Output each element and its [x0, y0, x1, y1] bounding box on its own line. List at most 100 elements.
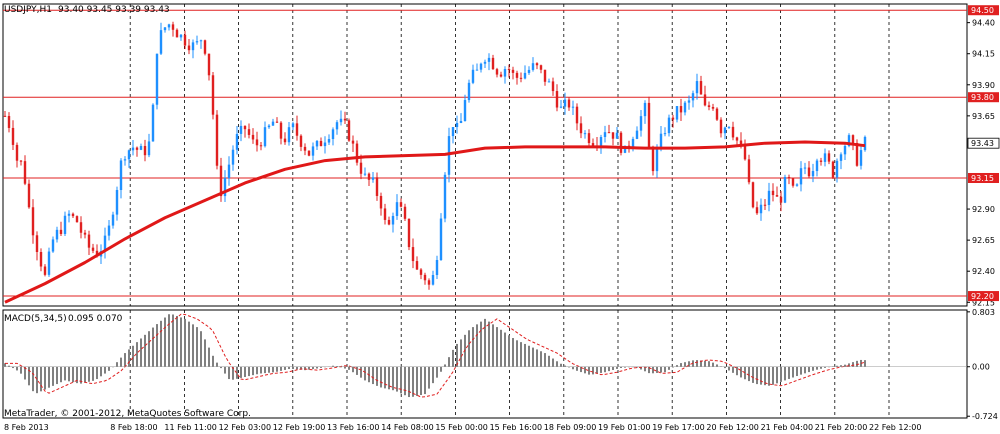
macd-bar	[440, 366, 442, 372]
macd-bar	[672, 366, 674, 368]
macd-bar	[568, 366, 570, 368]
macd-bar	[552, 358, 554, 367]
candle-body	[851, 135, 855, 143]
candle-body	[855, 142, 859, 166]
candle-body	[799, 168, 803, 185]
candle-body	[383, 208, 387, 220]
macd-bar	[116, 362, 118, 367]
macd-bar	[852, 362, 854, 367]
macd-histogram	[3, 313, 967, 398]
candle-body	[347, 120, 351, 141]
level-tag-label: 92.20	[971, 292, 994, 301]
candle-body	[703, 94, 707, 106]
macd-bar	[724, 366, 726, 369]
candle-body	[223, 178, 227, 197]
macd-bar	[764, 366, 766, 386]
level-tag-label: 93.80	[971, 93, 994, 102]
candle-body	[807, 167, 811, 177]
candle-body	[307, 150, 311, 156]
candle-body	[19, 160, 23, 162]
candle-body	[599, 137, 603, 146]
candle-body	[655, 149, 659, 172]
candle-body	[487, 57, 491, 62]
macd-bar	[528, 345, 530, 367]
macd-bar	[284, 366, 286, 370]
candle-body	[23, 161, 27, 184]
candle-body	[723, 127, 727, 134]
ma-line	[4, 140, 866, 304]
candle-body	[315, 140, 319, 147]
macd-bar	[448, 357, 450, 367]
candle-body	[255, 139, 259, 146]
candle-body	[695, 81, 699, 94]
candle-body	[79, 222, 83, 233]
price-tick-label: 94.40	[972, 19, 995, 28]
macd-bar	[496, 327, 498, 367]
macd-bar	[812, 366, 814, 371]
candle-body	[635, 130, 639, 139]
macd-bar	[288, 366, 290, 370]
candle-body	[727, 126, 731, 128]
candle-body	[675, 106, 679, 120]
macd-bar	[108, 366, 110, 371]
macd-bar	[320, 366, 322, 368]
quote-label: 93.40 93.45 93.39 93.43	[58, 5, 170, 15]
macd-tick-label: 0.803	[972, 308, 995, 317]
macd-bar	[576, 366, 578, 371]
candle-body	[567, 99, 571, 108]
macd-bar	[480, 321, 482, 367]
macd-bar	[524, 343, 526, 367]
candles[interactable]	[3, 21, 867, 290]
macd-bar	[640, 366, 642, 370]
horizontal-levels	[3, 9, 967, 297]
axis-labels: 94.40 94.15 93.90 93.65 92.90 92.65 92.40 92.15…	[4, 5, 1000, 432]
macd-bar	[684, 362, 686, 367]
macd-bar	[436, 366, 438, 378]
candle-body	[691, 93, 695, 101]
candle-body	[479, 63, 483, 70]
candle-body	[563, 99, 567, 107]
macd-bar	[716, 364, 718, 367]
macd-bar	[128, 349, 130, 367]
candle-body	[699, 81, 703, 95]
macd-bar	[144, 334, 146, 367]
macd-bar	[8, 365, 10, 367]
candle-body	[283, 138, 287, 143]
candle-body	[319, 140, 323, 147]
macd-bar	[256, 366, 258, 375]
macd-bar	[100, 366, 102, 377]
macd-bar	[736, 366, 738, 376]
candle-body	[455, 122, 459, 128]
macd-bar	[12, 366, 14, 369]
macd-bar	[820, 366, 822, 369]
macd-bar	[164, 317, 166, 367]
candle-body	[543, 69, 547, 82]
candle-body	[351, 140, 355, 144]
time-tick-label: 15 Feb 16:00	[490, 423, 542, 432]
candle-body	[11, 127, 15, 145]
macd-bar	[104, 366, 106, 374]
macd-bar	[752, 366, 754, 383]
macd-tick-label: -0.724	[972, 412, 998, 421]
macd-bar	[384, 366, 386, 389]
macd-bar	[516, 340, 518, 367]
time-tick-label: 19 Feb 17:00	[652, 423, 704, 432]
candle-body	[439, 218, 443, 261]
candle-body	[751, 182, 755, 208]
candle-body	[263, 127, 267, 147]
macd-bar	[372, 366, 374, 385]
macd-bar	[844, 364, 846, 367]
macd-bar	[472, 327, 474, 367]
macd-bar	[864, 360, 866, 367]
macd-bar	[416, 366, 418, 396]
macd-bar	[772, 366, 774, 385]
candle-body	[75, 216, 79, 223]
candle-body	[859, 150, 863, 166]
candle-body	[3, 115, 7, 117]
macd-bar	[304, 366, 306, 371]
candle-body	[579, 123, 583, 134]
candle-body	[179, 34, 183, 38]
macd-bar	[836, 365, 838, 367]
macd-bar	[848, 363, 850, 367]
